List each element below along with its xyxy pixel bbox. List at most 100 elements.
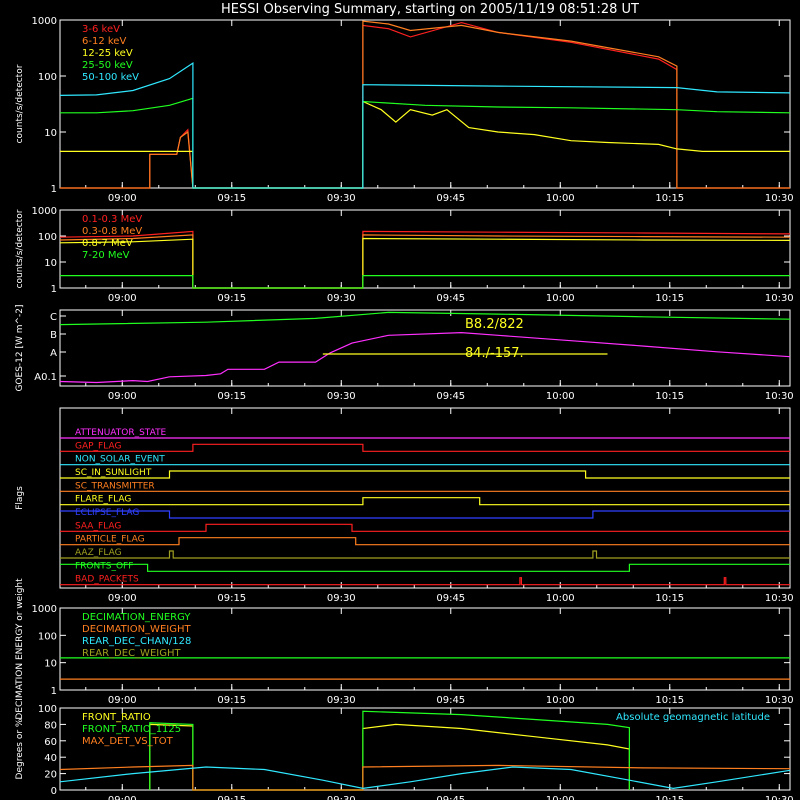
x-tick-label: 09:00 — [108, 391, 137, 402]
x-tick-label: 09:15 — [217, 293, 246, 304]
x-tick-label: 10:30 — [765, 193, 794, 204]
legend-entry: REAR_DEC_CHAN/128 — [82, 636, 191, 647]
y-tick-label: 1 — [51, 686, 57, 697]
x-tick-label: 09:00 — [108, 293, 137, 304]
panel-rate_high: 09:00 09:15 09:30 09:45 10:00 10:15 10:30 count… — [15, 206, 794, 304]
y-axis-label: Degrees or % — [15, 718, 25, 779]
x-tick-label: 10:15 — [655, 593, 684, 604]
flag-label: GAP_FLAG — [75, 441, 121, 451]
legend-entry: REAR_DEC_WEIGHT — [82, 648, 181, 659]
x-tick-label: 09:45 — [436, 193, 465, 204]
y-tick-label: 80 — [44, 720, 57, 731]
x-tick-label: 10:30 — [765, 795, 794, 800]
x-tick-label: 10:00 — [546, 193, 575, 204]
y-tick-label: 0 — [51, 786, 57, 797]
legend-entry: FRONT_RATIO — [82, 712, 151, 723]
panel-decimation: 09:00 09:15 09:30 09:45 10:00 10:15 10:30 DECIM… — [15, 578, 794, 720]
x-tick-label: 09:45 — [436, 795, 465, 800]
y-tick-label: 10 — [44, 258, 57, 269]
x-tick-label: 10:00 — [546, 593, 575, 604]
panel-goes: 09:00 09:15 09:30 09:45 10:00 10:15 10:30 GOES-… — [15, 304, 794, 402]
x-tick-label: 09:30 — [327, 695, 356, 706]
x-tick-label: 09:00 — [108, 695, 137, 706]
legend-entry: MAX_DET_VS_TOT — [82, 736, 174, 747]
series-line-25-50-kev — [60, 97, 791, 189]
flag-line-aaz-flag — [60, 550, 790, 559]
legend-entry: FRONT_RATIO_1125 — [82, 724, 181, 735]
series-line-6-12-kev — [60, 20, 790, 189]
flag-line-bad-packets — [60, 577, 790, 586]
legend-entry: 0.1-0.3 MeV — [82, 214, 142, 225]
x-tick-label: 10:15 — [655, 795, 684, 800]
y-tick-label: 10 — [44, 659, 57, 670]
legend-entry: 50-100 keV — [82, 72, 139, 83]
y-tick-label: 100 — [38, 232, 57, 243]
x-tick-label: 09:45 — [436, 293, 465, 304]
x-tick-label: 10:30 — [765, 695, 794, 706]
panel-ratio: 09:00 09:15 09:30 09:45 10:00 10:15 10:30 Degre… — [15, 704, 794, 800]
flag-label: NON_SOLAR_EVENT — [75, 455, 165, 465]
legend-entry: DECIMATION_ENERGY — [82, 612, 191, 623]
right-label: Absolute geomagnetic latitude — [616, 712, 770, 723]
flag-label: ATTENUATOR_STATE — [75, 428, 167, 438]
series-line-12-25-kev — [60, 100, 790, 189]
x-tick-label: 10:00 — [546, 795, 575, 800]
flag-label: SAA_FLAG — [75, 521, 121, 531]
series-line-long — [59, 311, 791, 326]
x-tick-label: 10:15 — [655, 391, 684, 402]
x-tick-label: 09:30 — [327, 593, 356, 604]
plot-frame — [59, 607, 791, 691]
panel-rate_low: 09:00 09:15 09:30 09:45 10:00 10:15 10:30 count… — [15, 16, 794, 204]
series-line-7-20-mev — [60, 275, 790, 289]
plot-frame — [59, 309, 791, 387]
legend-entry: 25-50 keV — [82, 60, 133, 71]
flag-label: AAZ_FLAG — [75, 548, 122, 558]
panel-flags: 09:00 09:15 09:30 09:45 10:00 10:15 10:30 Flags… — [15, 407, 794, 604]
x-tick-label: 09:30 — [327, 193, 356, 204]
annotation: 84./-157. — [465, 346, 524, 361]
flag-label: FRONTS_OFF — [75, 561, 133, 571]
legend-entry: 3-6 keV — [82, 24, 120, 35]
flag-line-sc-in-sunlight — [60, 470, 790, 479]
x-tick-label: 09:15 — [217, 391, 246, 402]
x-tick-label: 10:30 — [765, 391, 794, 402]
legend-entry: 0.8-7 MeV — [82, 238, 133, 249]
x-tick-label: 09:30 — [327, 391, 356, 402]
x-tick-label: 10:00 — [546, 391, 575, 402]
y-tick-label: 1000 — [32, 604, 57, 615]
y-tick-label: 60 — [44, 737, 57, 748]
flag-label: SC_TRANSMITTER — [75, 481, 155, 491]
plot-frame — [59, 19, 791, 189]
series-line-front-ratio-1125 — [149, 710, 631, 791]
x-tick-label: 09:45 — [436, 593, 465, 604]
x-tick-label: 09:15 — [217, 593, 246, 604]
x-tick-label: 09:00 — [108, 193, 137, 204]
legend-entry: 12-25 keV — [82, 48, 133, 59]
y-tick-label: 1 — [51, 184, 57, 195]
x-tick-label: 09:15 — [217, 795, 246, 800]
y-axis-label: Flags — [15, 486, 25, 510]
series-line-50-100-kev — [59, 61, 791, 189]
x-tick-label: 09:45 — [436, 391, 465, 402]
x-tick-label: 09:30 — [327, 795, 356, 800]
y-tick-label: 100 — [38, 704, 57, 715]
y-axis-label: DECIMATION ENERGY or weight — [15, 578, 25, 720]
y-tick-label: C — [50, 312, 57, 323]
flag-line-eclipse-flag — [60, 510, 790, 519]
flag-line-gap-flag — [60, 443, 790, 452]
y-tick-label: A — [50, 348, 57, 359]
figure-title: HESSI Observing Summary, starting on 200… — [221, 2, 639, 17]
x-tick-label: 09:15 — [217, 193, 246, 204]
flag-line-fronts-off — [60, 563, 790, 572]
series-line-max-det-vs-tot — [59, 764, 791, 791]
y-axis-label: GOES-12 [W m^-2] — [15, 304, 25, 391]
y-tick-label: B — [50, 330, 57, 341]
series-line-0-3-0-8-mev — [59, 234, 791, 289]
series-line-front-ratio — [149, 723, 631, 791]
x-tick-label: 10:00 — [546, 695, 575, 706]
x-tick-label: 10:00 — [546, 293, 575, 304]
flag-line-saa-flag — [60, 523, 790, 532]
x-tick-label: 10:15 — [655, 193, 684, 204]
y-tick-label: 1 — [51, 284, 57, 295]
